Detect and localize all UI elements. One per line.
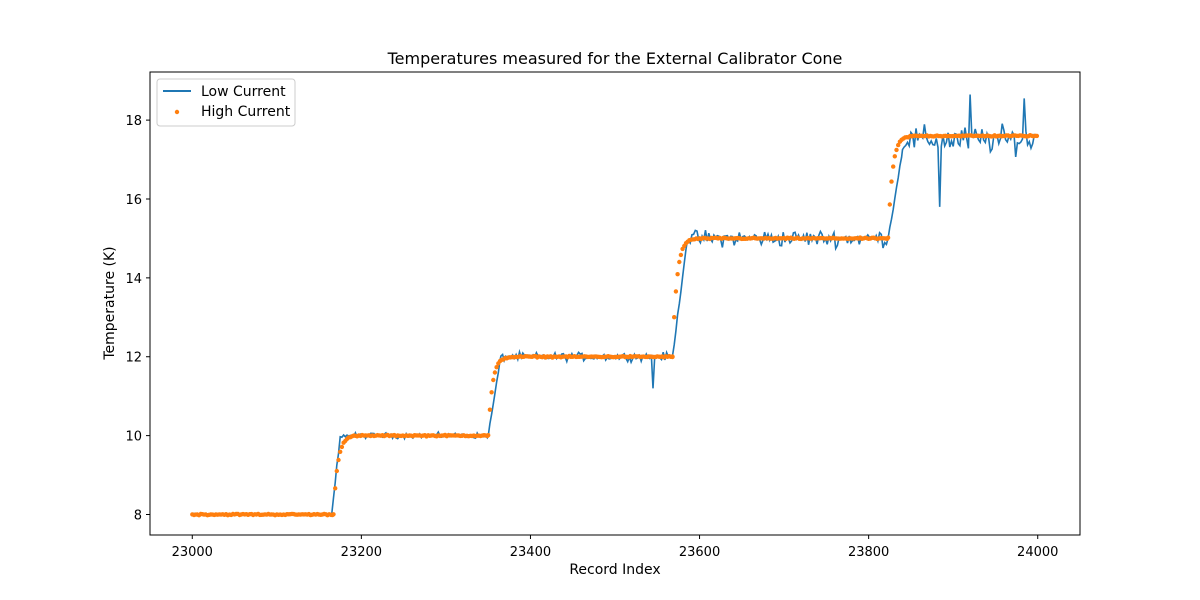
high-current-point	[494, 365, 499, 370]
high-current-point	[887, 202, 892, 207]
high-current-point	[492, 370, 498, 375]
y-axis: 8 10 12 14 16 18	[125, 114, 150, 523]
high-current-point	[894, 147, 899, 153]
high-current-point	[331, 512, 336, 517]
y-tick-label: 14	[125, 272, 142, 287]
high-current-point	[891, 164, 896, 169]
high-current-point	[334, 468, 339, 474]
series-line-low-current	[191, 94, 1037, 518]
plot-series	[190, 94, 1040, 518]
x-axis: 23000 23200 23400 23600 23800 24000	[172, 535, 1058, 560]
high-current-point	[1034, 133, 1040, 139]
high-current-point	[896, 142, 901, 148]
x-tick-label: 23200	[341, 545, 382, 560]
x-axis-label: Record Index	[569, 562, 660, 578]
high-current-point	[892, 154, 897, 159]
high-current-point	[672, 315, 677, 320]
high-current-point	[333, 486, 338, 491]
x-tick-label: 23000	[172, 545, 213, 560]
high-current-point	[338, 449, 343, 454]
legend: Low Current High Current	[156, 78, 296, 127]
high-current-point	[675, 272, 680, 277]
high-current-point	[489, 390, 494, 395]
high-current-point	[486, 433, 491, 438]
y-axis-label: Temperature (K)	[102, 246, 118, 360]
high-current-point	[336, 457, 341, 463]
y-tick-label: 12	[125, 351, 142, 366]
high-current-point	[670, 354, 675, 359]
high-current-point	[487, 407, 493, 412]
y-tick-label: 10	[125, 430, 142, 445]
legend-box	[156, 78, 296, 127]
plot-frame	[149, 71, 1081, 536]
series-scatter-high-current	[190, 133, 1040, 518]
legend-label-high-current: High Current	[201, 104, 291, 120]
y-tick-label: 16	[125, 193, 142, 208]
y-tick-label: 18	[125, 114, 142, 129]
x-tick-label: 23600	[679, 545, 720, 560]
high-current-point	[677, 259, 682, 265]
x-tick-label: 24000	[1017, 545, 1058, 560]
high-current-point	[889, 179, 894, 184]
legend-dot-swatch	[174, 109, 180, 115]
high-current-point	[885, 235, 891, 240]
high-current-point	[673, 289, 679, 294]
x-tick-label: 23400	[510, 545, 551, 560]
x-tick-label: 23800	[848, 545, 889, 560]
high-current-point	[678, 252, 684, 258]
chart-title: Temperatures measured for the External C…	[387, 49, 843, 68]
high-current-point	[491, 377, 496, 383]
y-tick-label: 8	[134, 508, 142, 523]
high-current-point	[339, 444, 345, 450]
legend-label-low-current: Low Current	[201, 84, 286, 100]
